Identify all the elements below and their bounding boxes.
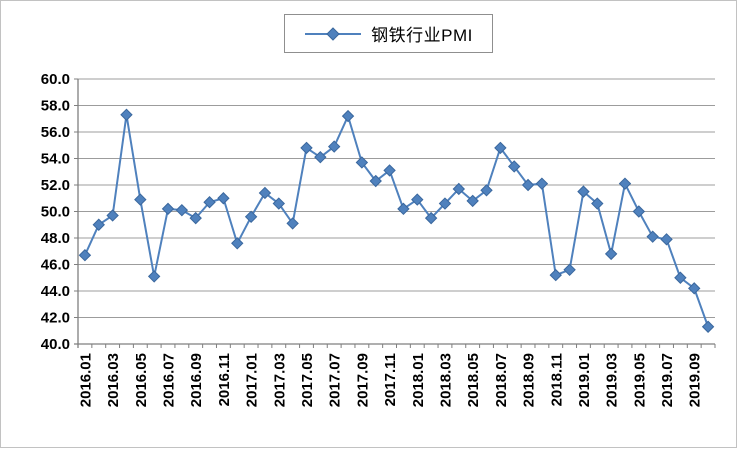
x-tick-label: 2018.05: [465, 353, 482, 407]
data-point-marker: [452, 182, 466, 196]
y-tick-label: 60.0: [41, 71, 70, 88]
data-point-marker: [120, 108, 133, 121]
data-point-marker: [397, 202, 410, 216]
gridlines: [78, 78, 715, 318]
y-tick-label: 54.0: [41, 151, 70, 168]
data-point-marker: [632, 205, 646, 218]
data-point-marker: [646, 230, 659, 243]
legend: 钢铁行业PMI: [284, 14, 493, 53]
data-point-marker: [147, 270, 161, 283]
y-tick-label: 50.0: [41, 204, 70, 221]
x-tick-label: 2018.07: [493, 353, 510, 407]
series-钢铁行业PMI: [78, 108, 715, 333]
y-tick-label: 46.0: [41, 257, 70, 274]
data-point-marker: [78, 249, 92, 262]
x-tick-label: 2017.09: [354, 353, 371, 407]
x-tick-label: 2019.07: [659, 353, 676, 407]
x-tick-label: 2016.03: [105, 353, 122, 407]
x-tick-label: 2018.09: [521, 353, 538, 407]
data-point-marker: [189, 211, 202, 225]
data-point-marker: [286, 217, 299, 230]
data-point-marker: [494, 141, 507, 155]
x-tick-label: 2017.07: [327, 353, 344, 407]
data-point-marker: [411, 193, 424, 206]
data-point-marker: [231, 237, 244, 250]
data-point-marker: [480, 184, 493, 197]
data-point-marker: [521, 178, 535, 192]
data-point-marker: [701, 320, 715, 333]
data-point-marker: [217, 192, 230, 205]
data-point-marker: [92, 218, 105, 231]
y-tick-label: 48.0: [41, 230, 70, 247]
data-point-marker: [674, 271, 687, 284]
x-tick-label: 2019.01: [576, 353, 593, 407]
data-point-marker: [383, 164, 396, 177]
x-tick-label: 2016.07: [161, 353, 178, 407]
x-tick-label: 2016.11: [216, 353, 233, 406]
y-axis-tick-labels: 40.0 42.0 44.0 46.0 48.0 50.0 52.0 54.0 56.0 58.0…: [41, 71, 70, 353]
y-tick-label: 44.0: [41, 283, 70, 300]
series-line: [84, 113, 710, 328]
data-point-marker: [577, 185, 590, 198]
x-tick-label: 2017.03: [271, 353, 288, 407]
data-point-marker: [106, 209, 119, 222]
data-point-marker: [438, 197, 452, 210]
y-tick-label: 56.0: [41, 124, 70, 141]
data-point-marker: [591, 197, 604, 210]
y-tick-label: 58.0: [41, 98, 70, 115]
x-tick-label: 2019.05: [631, 353, 648, 407]
data-point-marker: [688, 282, 701, 295]
x-tick-label: 2018.03: [437, 353, 454, 407]
data-point-marker: [549, 268, 562, 282]
x-tick-label: 2016.09: [188, 353, 205, 407]
data-point-marker: [424, 211, 438, 225]
data-point-marker: [244, 210, 258, 224]
data-point-marker: [355, 156, 369, 169]
data-point-marker: [369, 174, 382, 188]
data-point-marker: [535, 177, 549, 190]
x-tick-label: 2019.03: [604, 353, 621, 407]
x-tick-label: 2016.05: [133, 353, 150, 407]
data-point-marker: [134, 193, 147, 206]
data-point-marker: [161, 202, 175, 216]
x-tick-label: 2016.01: [77, 353, 94, 407]
y-tick-label: 40.0: [41, 336, 70, 353]
data-point-marker: [604, 247, 618, 261]
x-tick-label: 2017.11: [382, 353, 399, 406]
data-point-marker: [563, 263, 576, 277]
data-point-marker: [466, 194, 479, 208]
legend-line-marker-icon: [305, 26, 362, 41]
y-tick-label: 42.0: [41, 310, 70, 327]
data-point-marker: [341, 109, 355, 123]
data-point-marker: [618, 177, 632, 190]
axes: [74, 78, 716, 348]
y-tick-label: 52.0: [41, 177, 70, 194]
x-axis-tick-labels: 2016.01 2016.03 2016.05 2016.07 2016.09 2016.…: [77, 353, 703, 407]
data-point-marker: [175, 203, 189, 217]
data-point-marker: [314, 150, 327, 164]
legend-label: 钢铁行业PMI: [371, 26, 473, 45]
x-tick-label: 2017.05: [299, 353, 316, 407]
data-point-marker: [272, 197, 286, 210]
data-point-marker: [258, 186, 272, 200]
x-tick-label: 2017.01: [244, 353, 261, 407]
x-tick-label: 2018.11: [548, 353, 565, 406]
data-point-marker: [327, 140, 341, 153]
data-point-marker: [300, 141, 313, 155]
x-tick-label: 2018.01: [410, 353, 427, 407]
data-point-marker: [203, 196, 216, 209]
data-point-marker: [507, 160, 521, 173]
x-tick-label: 2019.09: [687, 353, 704, 407]
data-point-marker: [660, 233, 673, 246]
